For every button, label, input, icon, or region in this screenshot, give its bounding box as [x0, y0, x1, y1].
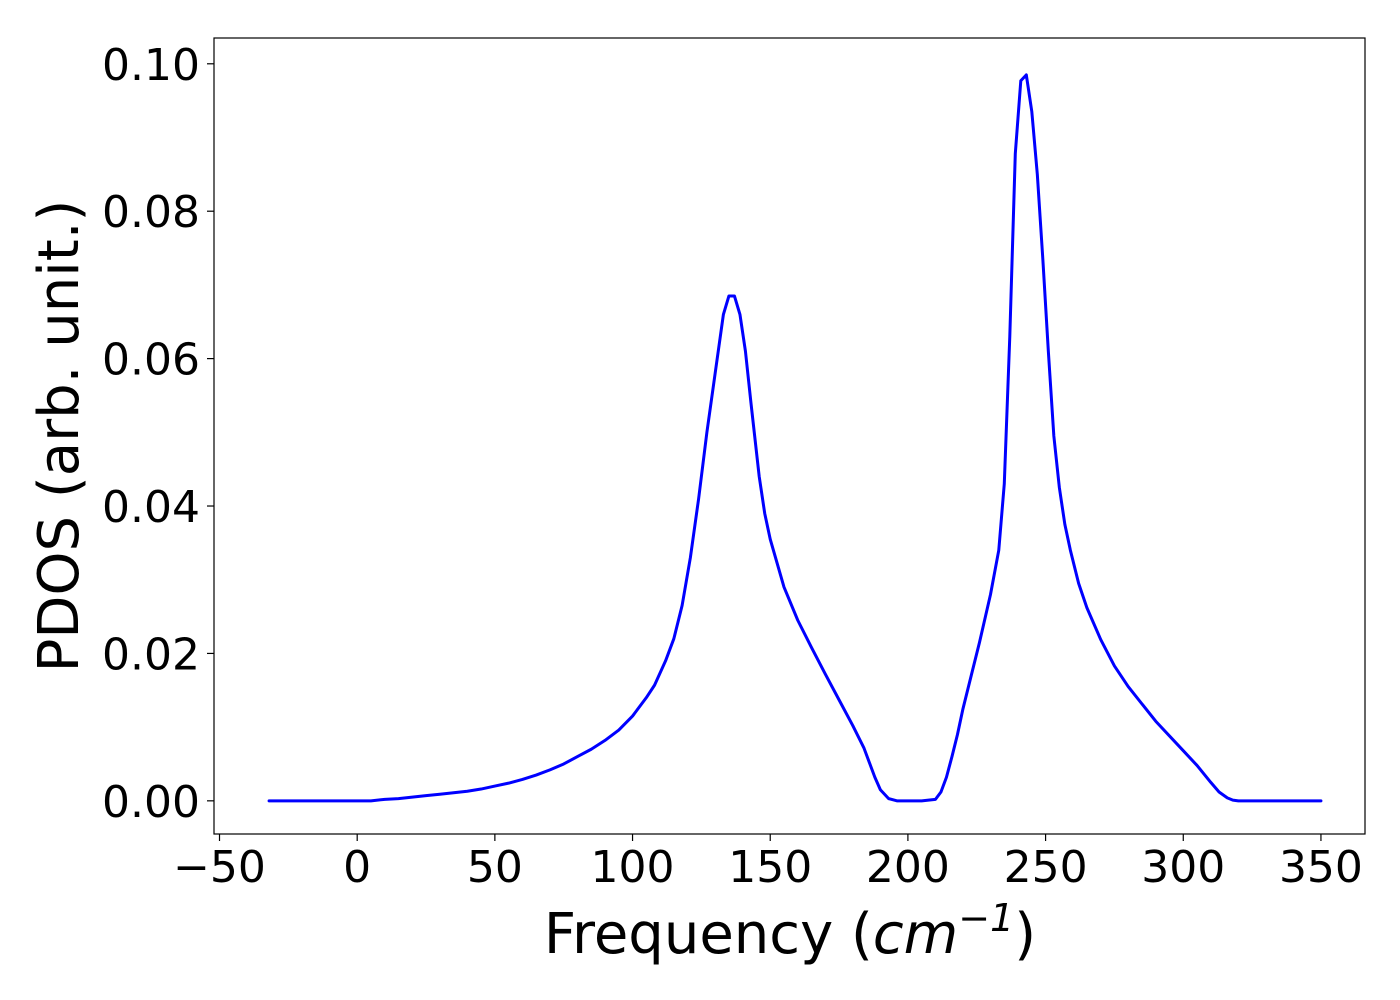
x-tick-label: 150: [728, 842, 812, 893]
x-tick-label: 300: [1141, 842, 1225, 893]
x-tick-label: 50: [467, 842, 523, 893]
y-tick-label: 0.00: [102, 777, 200, 828]
series-layer: [267, 73, 1323, 803]
y-tick-label: 0.08: [102, 187, 200, 238]
y-axis-ticks: 0.00 0.02 0.04 0.06 0.08 0.10: [102, 40, 214, 828]
plot-area-frame: [213, 37, 1366, 835]
y-tick-label: 0.06: [102, 335, 200, 386]
x-tick-label: 250: [1004, 842, 1088, 893]
y-tick-label: 0.04: [102, 482, 200, 533]
pdos-series-line: [267, 73, 1323, 803]
y-tick-label: 0.10: [102, 40, 200, 91]
x-axis-ticks: −50 0 50 100 150 200 250 300 350: [173, 834, 1363, 893]
x-tick-label: −50: [173, 842, 266, 893]
x-tick-label: 0: [343, 842, 371, 893]
x-tick-label: 200: [866, 842, 950, 893]
y-tick-label: 0.02: [102, 629, 200, 680]
x-axis-label: Frequency (cm−1): [544, 896, 1036, 967]
y-axis-label: PDOS (arb. unit.): [27, 200, 92, 673]
x-tick-label: 350: [1279, 842, 1363, 893]
x-tick-label: 100: [591, 842, 675, 893]
